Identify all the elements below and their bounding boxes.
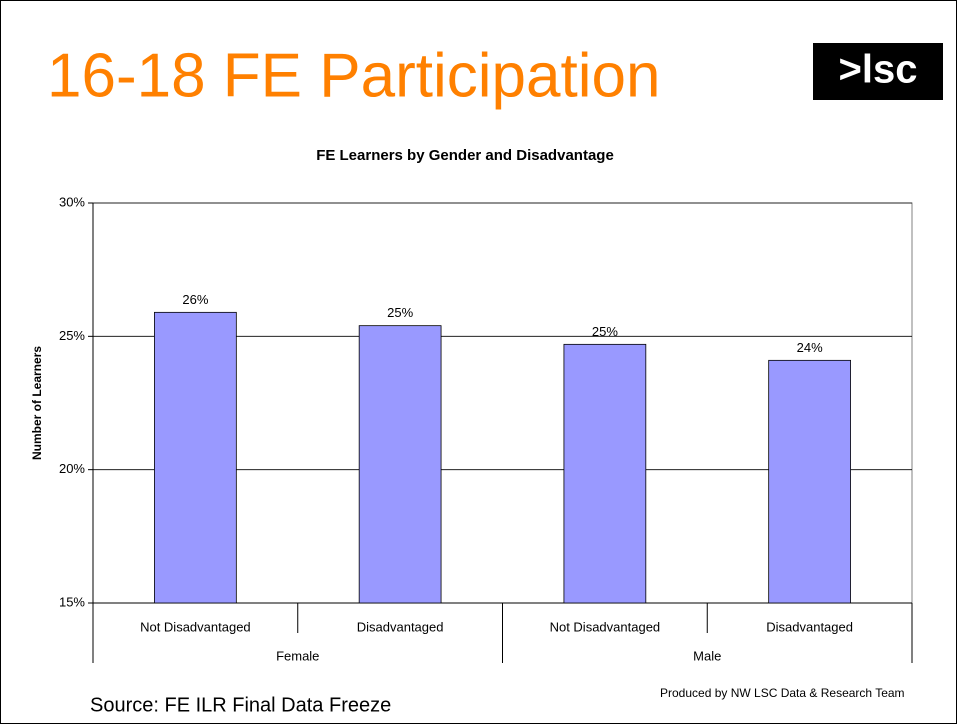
bar: [358, 325, 442, 604]
slide-title: 16-18 FE Participation: [47, 41, 660, 110]
credit: Produced by NW LSC Data & Research Team: [660, 686, 905, 700]
y-axis-label: Number of Learners: [30, 346, 44, 460]
y-tick-label: 20%: [59, 461, 85, 476]
value-label: 26%: [182, 292, 208, 307]
x-tick-label: Disadvantaged: [766, 619, 853, 634]
x-tick-label: Not Disadvantaged: [140, 619, 251, 634]
bar: [154, 311, 237, 604]
group-label: Female: [276, 648, 319, 663]
logo-box: [813, 43, 943, 100]
x-tick-label: Disadvantaged: [357, 619, 444, 634]
value-label: 24%: [797, 340, 823, 355]
value-label: 25%: [592, 324, 618, 339]
y-tick-label: 25%: [59, 328, 85, 343]
source: Source: FE ILR Final Data Freeze: [90, 694, 391, 716]
bar: [563, 343, 647, 604]
x-tick-label: Not Disadvantaged: [550, 619, 661, 634]
bar: [768, 359, 851, 604]
group-label: Male: [693, 648, 721, 663]
chart-title: FE Learners by Gender and Disadvantage: [316, 147, 614, 164]
y-tick-label: 15%: [59, 594, 85, 609]
y-tick-label: 30%: [59, 194, 85, 209]
value-label: 25%: [387, 305, 413, 320]
logo: >lsc: [839, 48, 918, 92]
